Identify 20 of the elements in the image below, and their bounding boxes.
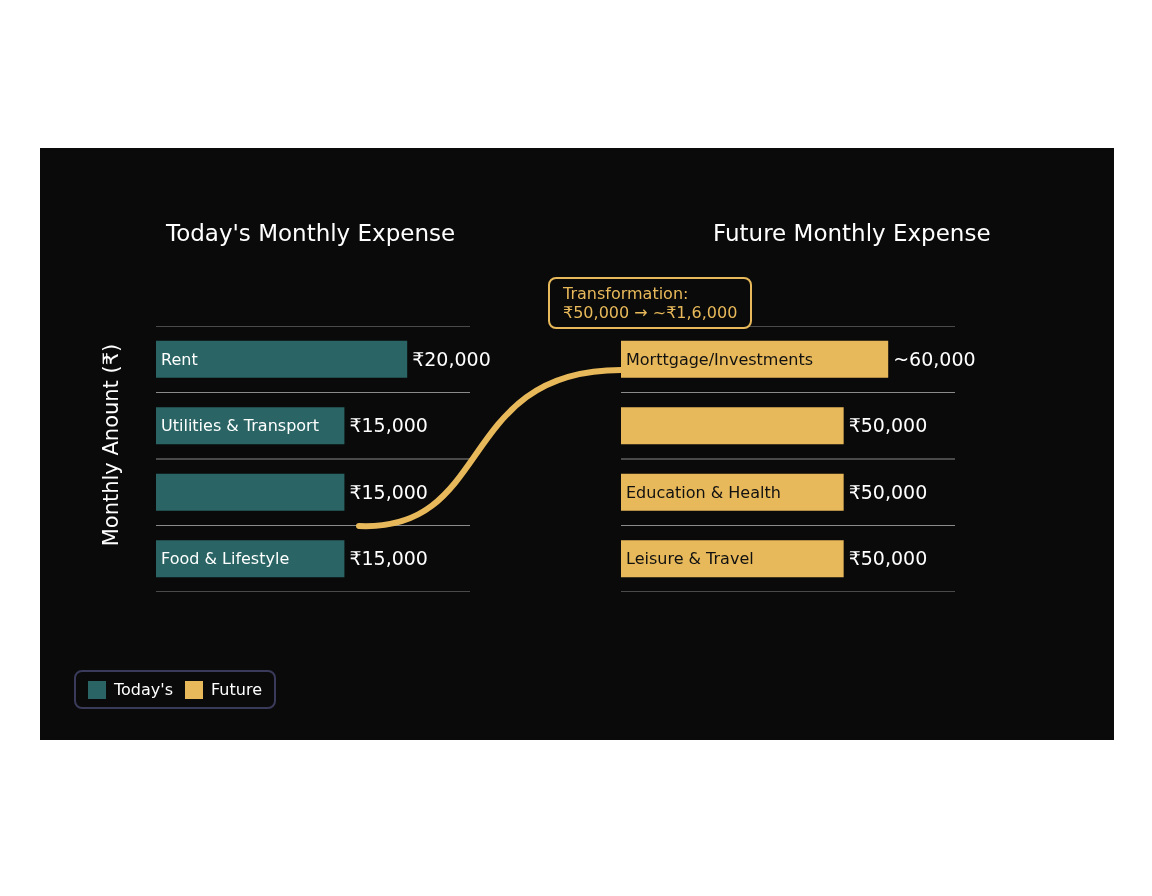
data-label: ₹15,000 bbox=[349, 547, 428, 570]
category-label: Food & Lifestyle bbox=[161, 549, 290, 569]
data-label: ₹15,000 bbox=[349, 480, 428, 503]
chart-title: Future Monthly Expense bbox=[713, 220, 991, 246]
text: Transformation: ₹50,000 → ~₹1,6,000 bbox=[548, 277, 753, 329]
category-label: Utilities & Transport bbox=[161, 416, 319, 436]
legend-label: Future bbox=[210, 680, 262, 699]
data-label: ₹15,000 bbox=[349, 414, 428, 437]
category-label: Rent bbox=[161, 349, 198, 369]
data-label: ~60,000 bbox=[893, 347, 976, 370]
y-axis-title: Monthly Anount (₹) bbox=[99, 343, 123, 547]
data-label: ₹50,000 bbox=[848, 547, 928, 570]
chart-title: Today's Monthly Expense bbox=[166, 220, 456, 246]
data-label: ₹50,000 bbox=[848, 414, 928, 437]
legend-label: Today's bbox=[113, 680, 174, 699]
data-label: ₹50,000 bbox=[848, 480, 928, 503]
category-label: Morttgage/Investments bbox=[626, 349, 814, 369]
data-label: ₹20,000 bbox=[412, 347, 491, 370]
category-label: Leisure & Travel bbox=[626, 549, 754, 569]
category-label: Education & Health bbox=[626, 482, 781, 502]
